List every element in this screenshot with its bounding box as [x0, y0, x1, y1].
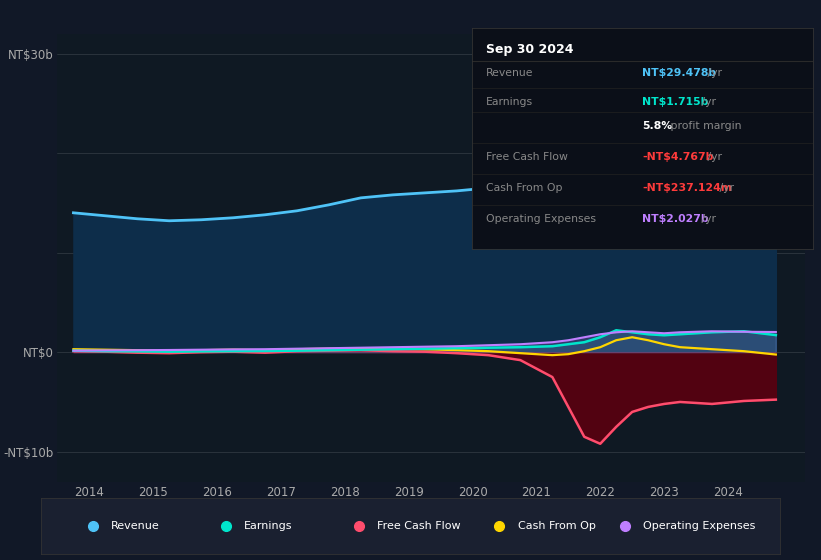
Text: Earnings: Earnings [245, 521, 293, 531]
Text: /yr: /yr [716, 183, 734, 193]
Text: NT$29.478b: NT$29.478b [643, 68, 717, 78]
Text: NT$1.715b: NT$1.715b [643, 96, 709, 106]
Text: Cash From Op: Cash From Op [518, 521, 595, 531]
Text: /yr: /yr [704, 68, 722, 78]
Text: Earnings: Earnings [486, 96, 533, 106]
Text: Revenue: Revenue [486, 68, 533, 78]
Text: 5.8%: 5.8% [643, 121, 672, 131]
Text: Free Cash Flow: Free Cash Flow [486, 152, 567, 162]
Text: Operating Expenses: Operating Expenses [644, 521, 755, 531]
Text: -NT$4.767b: -NT$4.767b [643, 152, 713, 162]
Text: Cash From Op: Cash From Op [486, 183, 562, 193]
Text: profit margin: profit margin [667, 121, 741, 131]
Text: /yr: /yr [698, 96, 716, 106]
Text: Sep 30 2024: Sep 30 2024 [486, 44, 573, 57]
Text: /yr: /yr [698, 214, 716, 224]
Text: Revenue: Revenue [112, 521, 160, 531]
Text: NT$2.027b: NT$2.027b [643, 214, 709, 224]
Text: /yr: /yr [704, 152, 722, 162]
Text: Operating Expenses: Operating Expenses [486, 214, 596, 224]
Text: -NT$237.124m: -NT$237.124m [643, 183, 732, 193]
Text: Free Cash Flow: Free Cash Flow [378, 521, 461, 531]
